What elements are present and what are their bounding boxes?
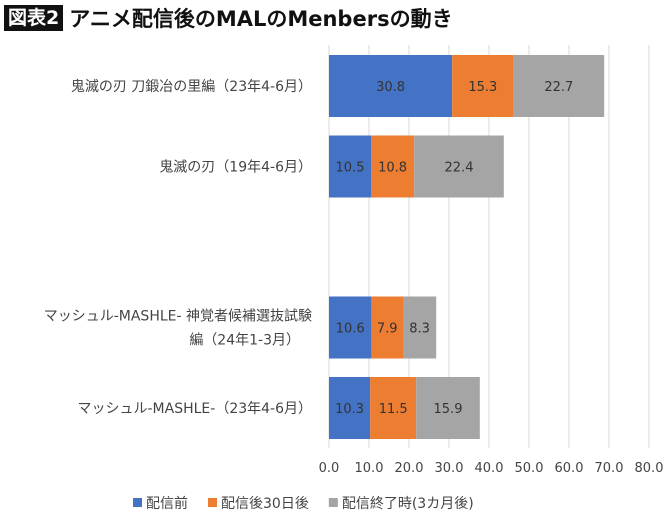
bar-segment — [370, 377, 417, 439]
bar-segment — [414, 135, 504, 198]
category-label: 鬼滅の刃（19年4-6月） — [159, 160, 312, 176]
bar-segment — [452, 55, 514, 117]
data-label: 22.7 — [544, 80, 573, 95]
legend-swatch — [208, 498, 217, 507]
chart-title: 図表2 アニメ配信後のMALのMenbersの動き — [4, 4, 453, 32]
category-label: 編（24年1-3月） — [189, 333, 300, 349]
legend-swatch — [328, 498, 338, 507]
data-label: 30.8 — [376, 80, 405, 95]
bar-segment — [329, 377, 371, 439]
category-label: 鬼滅の刃 刀鍛冶の里編（23年4-6月） — [71, 79, 312, 95]
x-tick-label: 40.0 — [475, 461, 504, 476]
bar-segment — [329, 135, 371, 198]
bar-segment — [329, 296, 372, 359]
category-label: マッシュル-MASHLE-（23年4-6月） — [78, 401, 313, 417]
legend-label: 配信前 — [146, 495, 188, 512]
legend-label: 配信後30日後 — [221, 496, 309, 512]
x-tick-label: 80.0 — [635, 461, 664, 476]
bar-segment — [371, 135, 415, 198]
data-label: 10.6 — [336, 322, 365, 337]
bar-segment — [513, 55, 605, 117]
x-tick-label: 0.0 — [319, 461, 340, 476]
x-tick-label: 60.0 — [555, 461, 584, 476]
x-tick-label: 70.0 — [595, 461, 624, 476]
x-tick-label: 50.0 — [515, 461, 544, 476]
bar-segment — [371, 296, 403, 359]
data-label: 15.9 — [434, 402, 463, 417]
data-label: 7.9 — [377, 322, 398, 337]
legend-swatch — [133, 498, 142, 507]
legend-label: 配信終了時(3カ月後) — [342, 496, 474, 512]
figure-badge: 図表2 — [4, 5, 64, 31]
data-label: 22.4 — [445, 161, 474, 176]
bar-segment — [403, 296, 437, 359]
data-label: 11.5 — [379, 402, 408, 417]
data-label: 8.3 — [409, 322, 430, 337]
x-tick-label: 30.0 — [435, 461, 464, 476]
data-label: 10.3 — [335, 402, 364, 417]
data-label: 10.8 — [378, 161, 407, 176]
data-label: 10.5 — [336, 161, 365, 176]
bar-segment — [329, 55, 453, 117]
x-tick-label: 20.0 — [395, 461, 424, 476]
category-label: マッシュル-MASHLE- 神覚者候補選抜試験 — [44, 309, 312, 325]
bar-segment — [416, 377, 480, 439]
data-label: 15.3 — [468, 80, 497, 95]
x-tick-label: 10.0 — [355, 461, 384, 476]
title-text: アニメ配信後のMALのMenbersの動き — [69, 7, 453, 31]
